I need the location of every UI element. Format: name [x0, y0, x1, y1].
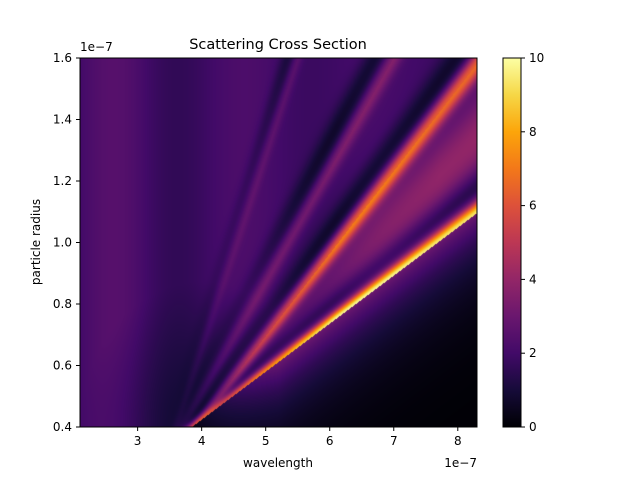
x-tick-label: 7: [390, 434, 398, 448]
x-tick-label: 8: [454, 434, 462, 448]
x-axis: 3 4 5 6 7 8: [134, 427, 462, 448]
y-tick-label: 1.0: [53, 236, 72, 250]
y-offset-label: 1e−7: [80, 40, 113, 54]
y-axis: 0.4 0.6 0.8 1.0 1.2 1.4 1.6: [53, 51, 80, 434]
y-tick-label: 1.2: [53, 174, 72, 188]
x-axis-label: wavelength: [243, 456, 313, 470]
x-tick-label: 3: [134, 434, 142, 448]
colorbar-tick-label: 0: [529, 420, 537, 434]
colorbar: 0 2 4 6 8 10: [502, 51, 544, 434]
chart-title: Scattering Cross Section: [189, 37, 367, 53]
colorbar-tick-label: 2: [529, 346, 537, 360]
y-tick-label: 0.4: [53, 420, 72, 434]
x-tick-label: 6: [326, 434, 334, 448]
heatmap-image: [80, 58, 477, 427]
y-tick-label: 0.8: [53, 297, 72, 311]
colorbar-tick-label: 8: [529, 125, 537, 139]
colorbar-tick-label: 10: [529, 51, 544, 65]
colorbar-tick-label: 4: [529, 272, 537, 286]
y-axis-label: particle radius: [29, 199, 43, 285]
colorbar-tick-label: 6: [529, 199, 537, 213]
plot-area: [79, 57, 478, 428]
y-tick-label: 1.4: [53, 113, 72, 127]
y-tick-label: 1.6: [53, 51, 72, 65]
y-tick-label: 0.6: [53, 359, 72, 373]
colorbar-axis: 0 2 4 6 8 10: [521, 51, 544, 434]
colorbar-gradient: [502, 57, 522, 428]
x-tick-label: 5: [262, 434, 270, 448]
x-tick-label: 4: [198, 434, 206, 448]
x-offset-label: 1e−7: [444, 456, 477, 470]
